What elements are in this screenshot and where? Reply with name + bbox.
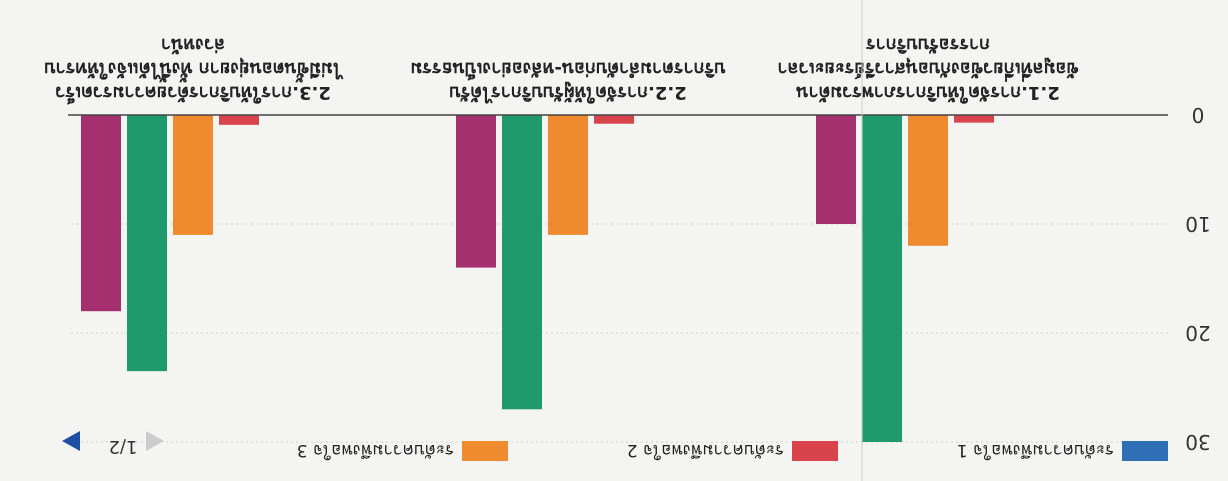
bar	[954, 115, 994, 123]
bar	[127, 115, 167, 372]
category-label: 2.2.การจัดให้ผู้รับบริการได้รับ	[449, 81, 687, 104]
category-label: 2.1.การจัดให้บริการภาพรวมด้าน	[795, 82, 1059, 104]
bar	[219, 115, 259, 125]
prev-page-arrow-icon[interactable]	[146, 431, 164, 451]
legend-label: ระดับความพึงพอใจ 1	[957, 440, 1114, 461]
y-tick-label: 10	[1185, 212, 1210, 236]
legend-swatch	[462, 441, 508, 461]
category-label: 2.3.การให้บริการด้วยความรวดเร็ว	[55, 82, 331, 105]
category-label: บริการตามลำดับก่อน-หลังอย่างเป็นธรรม	[410, 58, 725, 81]
bar	[548, 115, 588, 235]
bar	[502, 115, 542, 410]
y-tick-label: 0	[1192, 103, 1205, 127]
y-tick-label: 20	[1185, 321, 1210, 345]
bar	[173, 115, 213, 235]
bar	[908, 115, 948, 246]
bar	[862, 115, 902, 442]
legend-label: ระดับความพึงพอใจ 2	[627, 440, 784, 461]
category-label: การรอรับบริการ	[866, 34, 990, 55]
bar	[456, 115, 496, 268]
bar	[816, 115, 856, 224]
legend-swatch	[792, 441, 838, 461]
bar	[81, 115, 121, 312]
next-page-arrow-icon[interactable]	[62, 431, 80, 451]
bar	[594, 115, 634, 124]
category-label: ข้อมูลที่เกี่ยวข้องกับอนุสาวรีย์ระยะเวลา	[777, 57, 1078, 82]
legend-swatch	[1122, 441, 1168, 461]
category-label: ไม่มีขั้นตอนยุ่งยาก ทั้งนี้ได้แจ้งให้ทรา…	[44, 57, 344, 83]
pager-text: 1/2	[109, 436, 138, 457]
y-tick-label: 30	[1185, 430, 1210, 454]
category-label: ล่วงหน้า	[161, 34, 225, 55]
legend-label: ระดับความพึงพอใจ 3	[297, 440, 454, 461]
